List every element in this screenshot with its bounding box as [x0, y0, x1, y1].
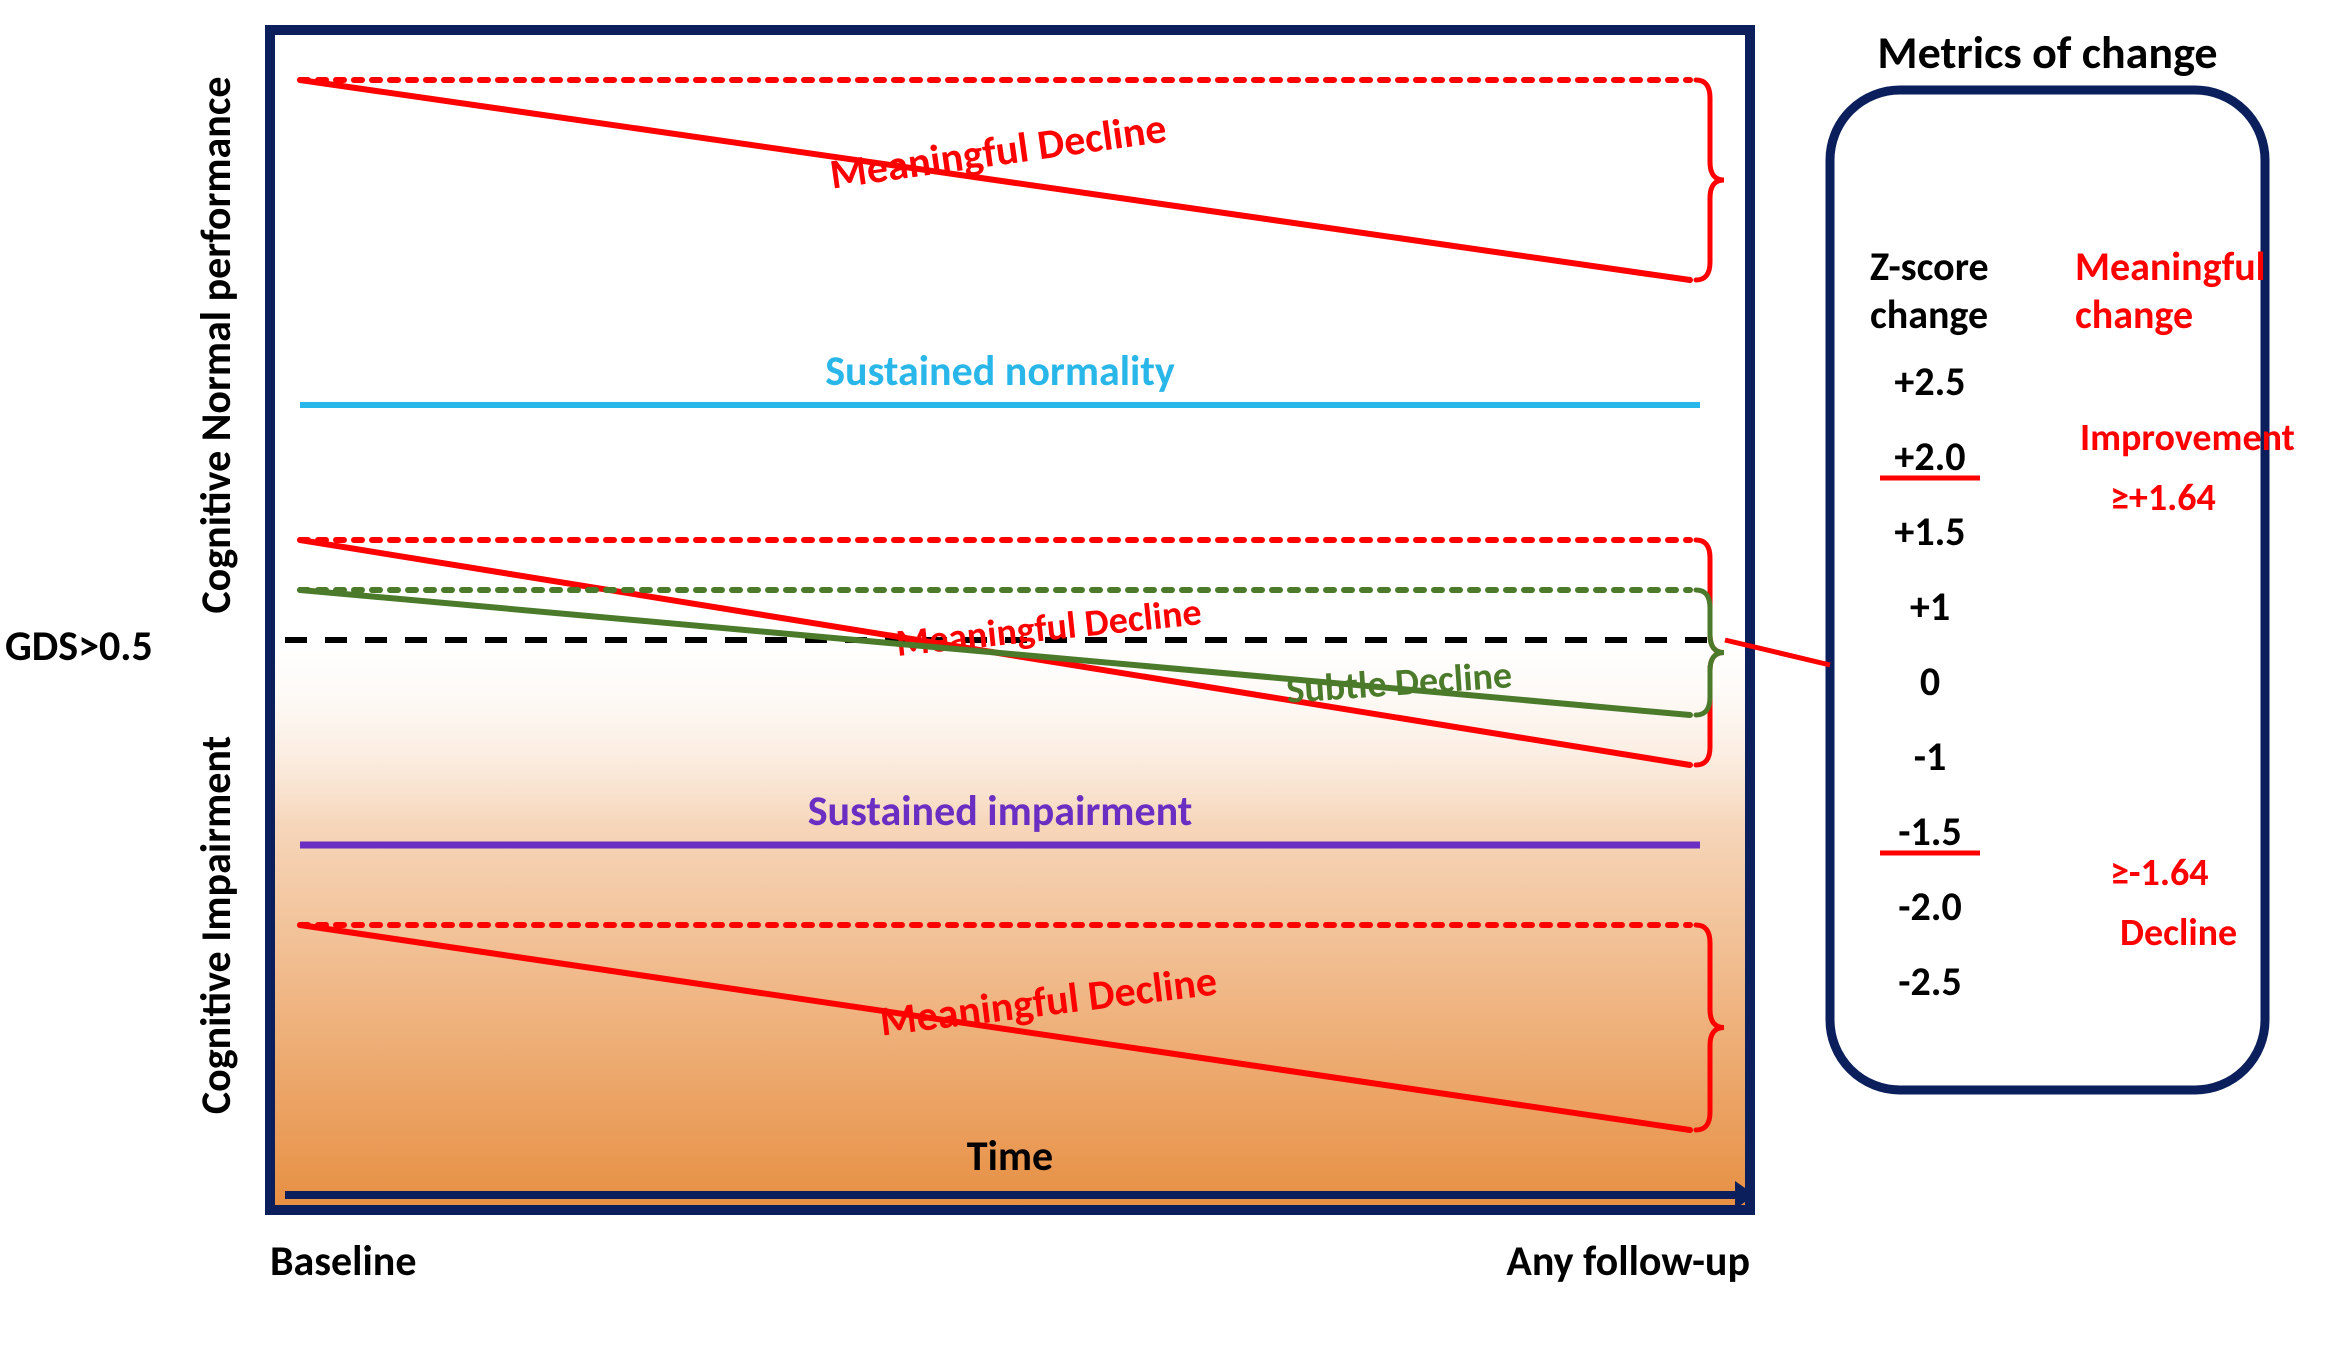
gds-threshold-label: GDS>0.5 — [5, 621, 153, 672]
yaxis-label-normal: Cognitive Normal performance — [191, 76, 242, 613]
metrics-annotation: ≥+1.64 — [2110, 475, 2216, 521]
zscore-value: +1.5 — [1894, 507, 1965, 556]
xaxis-label-followup: Any follow-up — [1506, 1236, 1750, 1287]
zscore-value: +1 — [1910, 582, 1950, 631]
zscore-value: -2.5 — [1898, 957, 1961, 1006]
metrics-header-meaningful: Meaningful — [2075, 242, 2266, 291]
zscore-value: -1.5 — [1898, 807, 1961, 856]
zscore-value: -2.0 — [1898, 882, 1961, 931]
yaxis-label-impairment: Cognitive Impairment — [191, 736, 242, 1114]
zscore-value: 0 — [1920, 657, 1940, 706]
xaxis-label-baseline: Baseline — [270, 1236, 417, 1287]
svg-text:change: change — [2075, 290, 2193, 339]
zscore-value: -1 — [1914, 732, 1947, 781]
diagram-root: Meaningful DeclineSustained normalityMea… — [0, 0, 2325, 1349]
zscore-value: +2.0 — [1894, 432, 1965, 481]
zscore-value: +2.5 — [1894, 357, 1965, 406]
metrics-header-zscore: Z-score — [1870, 242, 1989, 291]
metrics-annotation: ≥-1.64 — [2110, 850, 2209, 896]
impairment-region — [275, 620, 1745, 1205]
svg-text:change: change — [1870, 290, 1988, 339]
metrics-panel-title: Metrics of change — [1877, 25, 2217, 81]
sustained-impairment-label: Sustained impairment — [808, 786, 1193, 837]
metrics-annotation: Improvement — [2080, 415, 2295, 461]
metrics-annotation: Decline — [2120, 910, 2237, 956]
sustained-normality-label: Sustained normality — [825, 346, 1175, 397]
xaxis-label-time: Time — [967, 1131, 1053, 1182]
